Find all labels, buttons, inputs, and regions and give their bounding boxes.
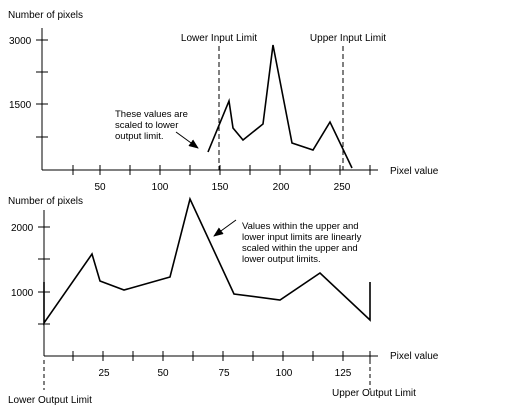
- bottom-plot: Number of pixels 2000 1000 25 5: [8, 196, 439, 406]
- top-y-tick-label: 3000: [9, 36, 32, 47]
- bottom-x-axis-label: Pixel value: [390, 351, 439, 362]
- upper-input-limit-label: Upper Input Limit: [310, 33, 386, 44]
- bottom-y-tick-label: 2000: [11, 223, 34, 234]
- top-x-ticks: [72, 165, 371, 175]
- top-note-line: output limit.: [115, 131, 164, 142]
- top-note-arrow: [175, 131, 199, 149]
- bottom-x-tick-label: 100: [276, 368, 293, 379]
- top-note-line: These values are: [115, 109, 188, 120]
- bottom-y-tick-label: 1000: [11, 288, 34, 299]
- lower-input-limit-label: Lower Input Limit: [181, 33, 257, 44]
- bottom-note-line: lower output limits.: [242, 254, 321, 265]
- top-x-tick-label: 100: [152, 182, 169, 193]
- top-x-tick-label: 150: [212, 182, 229, 193]
- bottom-note-arrow: [213, 219, 237, 237]
- top-note-line: scaled to lower: [115, 120, 178, 131]
- bottom-x-tick-label: 75: [218, 368, 230, 379]
- top-y-axis-label: Number of pixels: [8, 10, 83, 21]
- top-plot: Number of pixels 3000 1500 50 1: [8, 10, 439, 193]
- lower-output-limit-label: Lower Output Limit: [8, 395, 92, 406]
- upper-output-limit-label: Upper Output Limit: [332, 388, 416, 399]
- bottom-x-ticks: [72, 351, 371, 361]
- bottom-note-line: Values within the upper and: [242, 221, 359, 232]
- top-x-tick-label: 250: [334, 182, 351, 193]
- bottom-y-axis-label: Number of pixels: [8, 196, 83, 207]
- top-histogram-curve: [207, 44, 353, 169]
- bottom-x-tick-label: 25: [98, 368, 110, 379]
- top-x-tick-label: 50: [94, 182, 106, 193]
- top-x-tick-label: 200: [273, 182, 290, 193]
- bottom-note-line: scaled within the upper and: [242, 243, 358, 254]
- top-y-tick-label: 1500: [9, 100, 32, 111]
- top-x-axis-label: Pixel value: [390, 166, 439, 177]
- top-y-ticks: [36, 39, 48, 138]
- bottom-note-line: lower input limits are linearly: [242, 232, 362, 243]
- bottom-x-tick-label: 125: [335, 368, 352, 379]
- bottom-histogram-curve: [43, 196, 371, 326]
- bottom-x-tick-label: 50: [157, 368, 169, 379]
